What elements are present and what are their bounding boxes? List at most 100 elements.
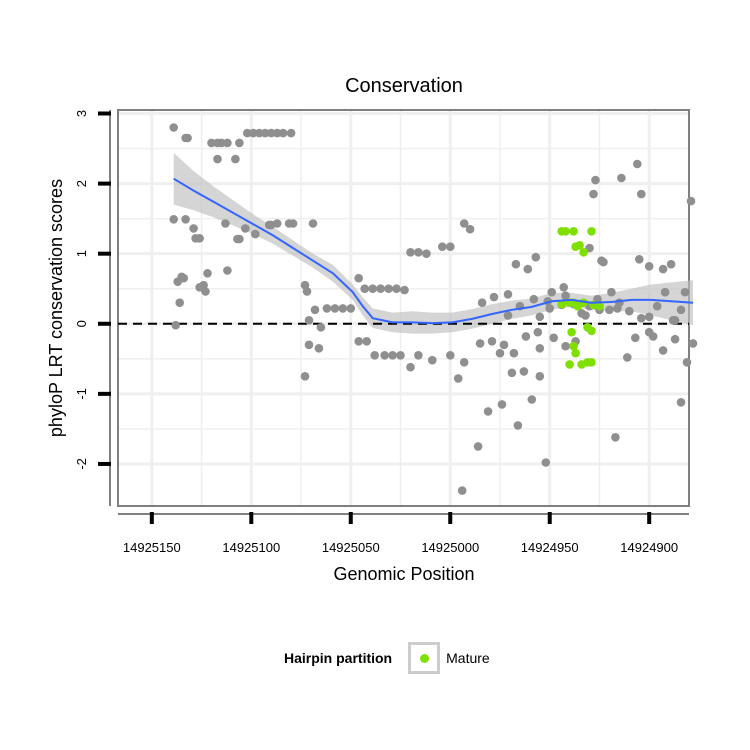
y-tick-label: 0 [74,320,89,327]
axes-layer: 14925150 14925100 14925050 14925000 14924950… [74,110,689,555]
data-point-other [406,248,415,257]
data-point-other [652,301,662,311]
data-point-other [310,305,320,315]
data-point-other [658,264,668,274]
data-point-other [637,189,646,199]
y-tick-label: 1 [74,250,89,257]
data-point-other [251,229,260,239]
data-point-other [509,348,519,358]
data-point-other [368,284,378,294]
data-point-other [660,287,670,297]
data-point-other [288,219,298,228]
data-point-other [400,285,409,295]
data-point-other [322,304,332,313]
data-point-other [304,316,314,325]
data-point-other [519,367,529,376]
data-point-other [266,128,276,138]
data-point-other [249,128,258,138]
data-point-other [644,312,654,322]
data-point-other [189,224,198,233]
data-point-other [175,298,184,308]
data-point-mature [569,341,578,351]
data-point-other [169,123,178,132]
data-point-other [272,128,282,138]
data-point-other [487,337,497,346]
data-point-other [181,215,190,224]
data-point-other [241,224,250,233]
data-point-other [648,332,658,341]
data-point-other [503,290,513,299]
x-tick-label: 14924900 [620,540,678,555]
data-point-other [483,407,493,416]
data-point-other [207,138,216,148]
data-point-other [346,304,356,313]
data-point-other [195,234,204,243]
data-point-other [658,346,668,355]
legend-key-mature [408,642,441,674]
data-point-other [591,175,600,185]
smooth-line [173,177,694,325]
data-point-other [376,284,385,294]
y-tick-label: 3 [74,110,89,117]
data-point-other [213,154,222,164]
y-tick-label: -1 [74,388,89,400]
data-point-other [243,128,252,138]
data-point-other [617,173,626,183]
data-point-other [300,372,310,381]
data-point-other [235,138,244,148]
x-tick-label: 14925150 [123,540,181,555]
data-point-other [354,273,364,283]
data-point-other [531,252,541,262]
data-point-other [308,219,318,228]
chart-title: Conservation [345,75,463,97]
data-point-other [473,442,483,451]
data-point-other [513,421,523,430]
data-point-mature [567,327,576,337]
data-point-other [489,292,499,302]
data-point-other [384,284,393,294]
data-point-other [183,133,192,143]
legend-label-mature: Mature [446,650,490,666]
data-point-mature [587,227,596,236]
data-point-mature [587,358,596,367]
data-point-other [503,311,513,320]
data-point-other [676,398,686,407]
data-point-other [541,458,551,467]
data-point-other [666,259,676,269]
data-point-mature [573,301,582,311]
data-point-other [507,368,517,378]
data-point-other [266,220,276,230]
data-point-other [231,154,240,164]
data-point-mature [565,360,574,369]
data-point-other [233,234,242,244]
x-tick-label: 14925050 [322,540,380,555]
data-point-other [414,351,423,360]
data-point-other [223,138,232,148]
data-point-other [670,334,680,344]
data-point-other [314,344,324,353]
data-point-other [446,351,455,360]
data-point-other [203,269,212,278]
data-point-other [362,337,372,346]
data-point-other [179,273,188,283]
data-point-other [254,128,264,138]
data-point-other [360,284,370,294]
data-point-other [354,337,364,346]
x-axis-label: Genomic Position [333,564,474,584]
data-point-other [535,372,545,381]
data-point-mature [595,301,604,311]
data-point-other [217,138,226,148]
data-point-other [535,344,545,353]
data-point-other [581,311,590,320]
data-point-other [561,341,570,351]
data-point-other [527,395,537,404]
data-point-other [465,224,475,234]
data-point-other [388,351,397,360]
data-point-other [521,332,531,341]
data-point-mature [561,227,570,236]
data-point-other [302,287,312,296]
data-point-other [446,242,455,251]
data-point-other [428,355,437,365]
data-point-other [414,248,423,257]
